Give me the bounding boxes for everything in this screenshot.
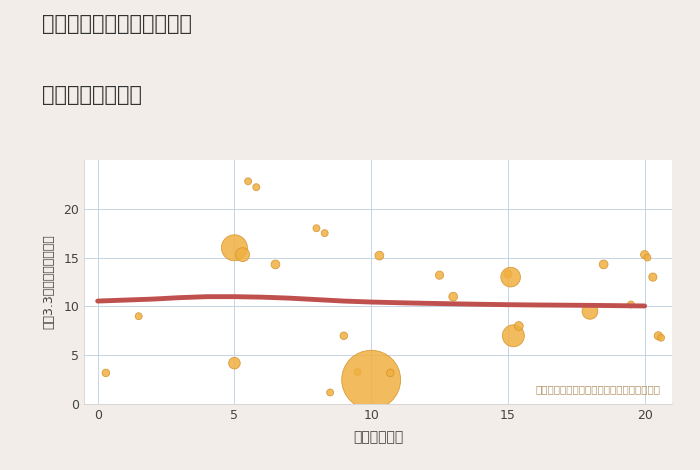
Point [352, 368, 363, 376]
Point [242, 178, 253, 185]
Point [625, 301, 636, 308]
Point [229, 244, 240, 251]
Y-axis label: 坪（3.3㎡）単価（万円）: 坪（3.3㎡）単価（万円） [42, 235, 55, 329]
X-axis label: 駅距離（分）: 駅距離（分） [353, 431, 403, 445]
Point [374, 252, 385, 259]
Point [584, 307, 596, 315]
Text: 岐阜県本巣郡北方町曲路の: 岐阜県本巣郡北方町曲路の [42, 14, 192, 34]
Point [508, 332, 519, 339]
Point [365, 376, 377, 384]
Point [447, 293, 458, 300]
Point [237, 251, 248, 258]
Point [503, 270, 514, 278]
Point [652, 332, 664, 339]
Point [505, 274, 516, 281]
Point [385, 369, 396, 376]
Text: 駅距離別土地価格: 駅距離別土地価格 [42, 85, 142, 105]
Point [133, 313, 144, 320]
Point [642, 254, 653, 261]
Point [311, 225, 322, 232]
Point [319, 229, 330, 237]
Point [251, 183, 262, 191]
Point [434, 271, 445, 279]
Point [655, 334, 666, 342]
Point [338, 332, 349, 339]
Text: 円の大きさは、取引のあった物件面積を示す: 円の大きさは、取引のあった物件面積を示す [536, 384, 660, 394]
Point [229, 360, 240, 367]
Point [648, 274, 659, 281]
Point [270, 261, 281, 268]
Point [513, 322, 524, 330]
Point [639, 251, 650, 258]
Point [100, 369, 111, 376]
Point [325, 389, 336, 396]
Point [598, 261, 609, 268]
